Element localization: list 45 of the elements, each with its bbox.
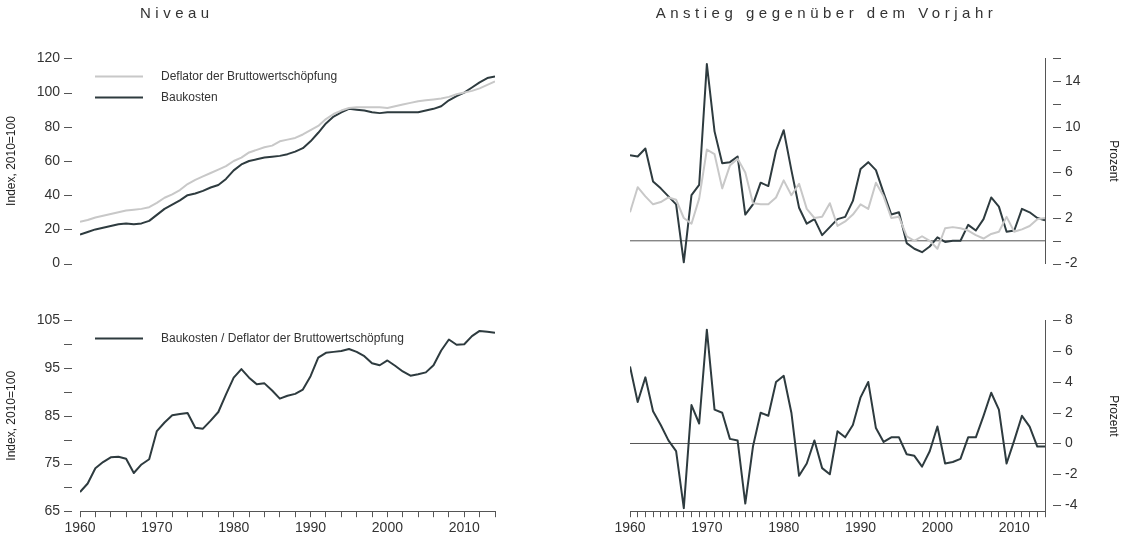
x-tick-label: 1970: [691, 519, 723, 536]
y-tick-label: 4: [1065, 372, 1073, 389]
y-tick-label: 85: [44, 406, 61, 423]
legend-label: Deflator der Bruttowertschöpfung: [161, 68, 338, 83]
x-tick-label: 2000: [921, 519, 954, 536]
legend-label: Baukosten: [161, 89, 218, 104]
y-tick-label: 95: [44, 358, 61, 375]
y-tick-label: 0: [52, 254, 61, 271]
y-axis-title: Prozent: [1107, 395, 1122, 438]
y-axis-title: Prozent: [1107, 140, 1122, 183]
y-tick-label: 105: [36, 311, 61, 328]
y-tick-label: 65: [44, 502, 61, 519]
y-tick-label: 75: [44, 454, 61, 471]
legend-label: Baukosten / Deflator der Bruttowertschöpfung: [161, 330, 404, 345]
y-tick-label: 120: [36, 49, 61, 66]
y-tick-label: 10: [1065, 117, 1081, 134]
y-tick-label: -2: [1065, 465, 1078, 482]
y-tick-label: 20: [44, 220, 61, 237]
y-tick-label: 2: [1065, 403, 1073, 420]
chart-title: Niveau: [139, 4, 215, 21]
y-tick-label: 60: [44, 151, 61, 168]
x-tick-label: 2010: [448, 519, 481, 536]
y-tick-label: 14: [1065, 72, 1081, 89]
y-axis-title: Index, 2010=100: [3, 115, 18, 206]
y-tick-label: 8: [1065, 311, 1073, 328]
x-tick-label: 1970: [141, 519, 173, 536]
y-tick-label: 100: [36, 83, 61, 100]
chart-title: Anstieg gegenüber dem Vorjahr: [654, 4, 999, 21]
x-tick-label: 1960: [614, 519, 646, 536]
x-tick-label: 1960: [64, 519, 96, 536]
y-tick-label: 0: [1065, 434, 1073, 451]
x-tick-label: 1980: [768, 519, 800, 536]
x-tick-label: 1980: [218, 519, 250, 536]
y-tick-label: 2: [1065, 208, 1073, 225]
y-tick-label: -4: [1065, 495, 1078, 512]
x-tick-label: 2010: [998, 519, 1031, 536]
y-tick-label: -2: [1065, 254, 1078, 271]
x-tick-label: 1990: [844, 519, 877, 536]
y-tick-label: 80: [44, 117, 61, 134]
y-tick-label: 6: [1065, 342, 1073, 359]
x-tick-label: 2000: [371, 519, 404, 536]
y-axis-title: Index, 2010=100: [3, 370, 18, 461]
x-tick-label: 1990: [294, 519, 327, 536]
y-tick-label: 40: [44, 186, 61, 203]
y-tick-label: 6: [1065, 163, 1073, 180]
